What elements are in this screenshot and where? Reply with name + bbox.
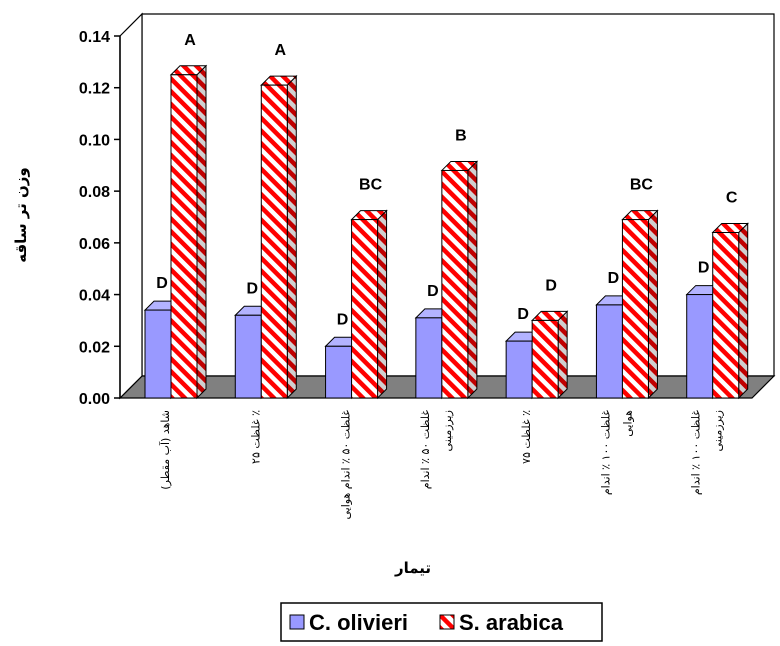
bar-s-arabica bbox=[711, 222, 749, 400]
data-label-s-arabica: A bbox=[184, 32, 196, 49]
bar-face bbox=[234, 314, 262, 399]
y-tick-label: 0.12 bbox=[79, 81, 110, 98]
legend-label-s-arabica: S. arabica bbox=[459, 610, 564, 635]
bar-face bbox=[595, 304, 623, 399]
y-axis: 0.00 0.02 0.04 0.06 0.08 0.10 0.12 0.14 bbox=[79, 29, 121, 408]
legend-swatch-c-olivieri bbox=[289, 614, 305, 630]
y-tick-label: 0.10 bbox=[79, 132, 110, 149]
bar-face bbox=[351, 219, 379, 399]
data-label-c-olivieri: D bbox=[698, 260, 710, 277]
x-tick-label: غلظت ۷۵ ٪ bbox=[520, 410, 533, 464]
x-tick-label: غلظت ۱۰۰ ٪ اندام هوایی bbox=[599, 410, 634, 495]
data-label-c-olivieri: D bbox=[156, 275, 168, 292]
bar-s-arabica bbox=[260, 74, 298, 400]
bar-face bbox=[260, 84, 288, 399]
bar-side bbox=[377, 209, 388, 400]
bar-side bbox=[738, 222, 749, 400]
x-tick-label-line: غلظت ۵۰ ٪ اندام bbox=[419, 410, 432, 489]
data-label-c-olivieri: D bbox=[517, 306, 529, 323]
y-tick-label: 0.14 bbox=[79, 29, 110, 46]
bar-face bbox=[712, 232, 740, 399]
x-tick-label-line: زیرزمینی bbox=[712, 410, 725, 451]
x-tick-label-line: غلظت ۵۰ ٪ اندام هوایی bbox=[340, 410, 353, 520]
x-tick-label-line: زیرزمینی bbox=[441, 410, 454, 451]
bar-face bbox=[144, 309, 172, 399]
data-label-s-arabica: BC bbox=[630, 177, 654, 194]
x-tick-label-line: غلظت ۲۵ ٪ bbox=[249, 410, 262, 464]
bar-side bbox=[467, 160, 478, 400]
legend-swatch-s-arabica bbox=[439, 614, 455, 630]
bar-s-arabica bbox=[530, 310, 569, 400]
x-axis-label: تیمار bbox=[394, 559, 431, 577]
x-tick-label: غلظت ۲۵ ٪ bbox=[249, 410, 262, 464]
bar-s-arabica bbox=[350, 209, 388, 400]
data-label-s-arabica: D bbox=[545, 277, 557, 294]
x-tick-label-line: هوایی bbox=[621, 410, 634, 437]
y-tick-label: 0.06 bbox=[79, 236, 110, 253]
bar-s-arabica bbox=[621, 209, 659, 400]
legend-label-c-olivieri: C. olivieri bbox=[309, 610, 408, 635]
data-label-s-arabica: B bbox=[455, 127, 467, 144]
y-axis-label: وزن تر ساقه bbox=[12, 167, 30, 262]
x-tick-label-line: شاهد (آب مقطر) bbox=[158, 410, 172, 490]
bar-side bbox=[196, 64, 207, 400]
bar-s-arabica bbox=[169, 64, 208, 400]
y-tick-label: 0.08 bbox=[79, 184, 110, 201]
data-label-c-olivieri: D bbox=[247, 280, 259, 297]
bar-face bbox=[441, 169, 469, 399]
x-tick-label: شاهد (آب مقطر) bbox=[158, 410, 172, 490]
bar-face bbox=[170, 74, 198, 399]
bar-face bbox=[531, 319, 559, 399]
data-label-c-olivieri: D bbox=[608, 270, 620, 287]
data-label-s-arabica: C bbox=[726, 190, 738, 207]
bar-face bbox=[686, 294, 714, 399]
data-label-s-arabica: A bbox=[275, 42, 287, 59]
y-tick-label: 0.02 bbox=[79, 339, 110, 356]
x-tick-label: غلظت ۵۰ ٪ اندام هوایی bbox=[340, 410, 353, 520]
y-tick-label: 0.00 bbox=[79, 391, 110, 408]
side-wall bbox=[119, 12, 143, 400]
x-tick-label-line: غلظت ۱۰۰ ٪ اندام bbox=[690, 410, 703, 495]
x-tick-label: غلظت ۱۰۰ ٪ اندام زیرزمینی bbox=[690, 410, 725, 495]
data-label-s-arabica: BC bbox=[359, 177, 383, 194]
bar-side bbox=[647, 209, 658, 400]
y-tick-label: 0.04 bbox=[79, 288, 110, 305]
legend: C. olivieri S. arabica bbox=[280, 602, 603, 642]
bar-face bbox=[505, 340, 533, 399]
x-tick-label-line: غلظت ۱۰۰ ٪ اندام bbox=[599, 410, 612, 495]
data-label-c-olivieri: D bbox=[337, 311, 349, 328]
x-axis-tick-labels: شاهد (آب مقطر) غلظت ۲۵ ٪ غلظت ۵۰ ٪ اندام ه… bbox=[158, 410, 725, 520]
x-tick-label: غلظت ۵۰ ٪ اندام زیرزمینی bbox=[419, 410, 454, 489]
bar-face bbox=[621, 219, 649, 399]
bar-face bbox=[415, 317, 443, 399]
bar-side bbox=[286, 74, 297, 400]
bar-side bbox=[557, 310, 568, 400]
data-label-c-olivieri: D bbox=[427, 283, 439, 300]
bar-face bbox=[325, 345, 353, 399]
bar-s-arabica bbox=[440, 160, 479, 400]
x-tick-label-line: غلظت ۷۵ ٪ bbox=[520, 410, 533, 464]
